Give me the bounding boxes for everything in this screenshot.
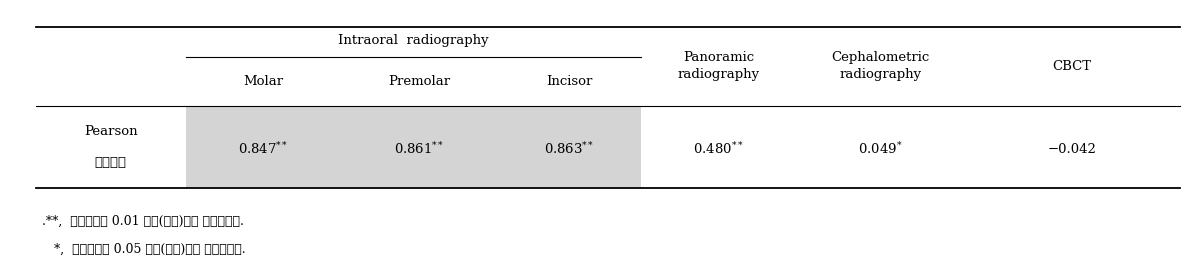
- Text: *,  상관계수는 0.05 수준(양쪽)에서 유의합니다.: *, 상관계수는 0.05 수준(양쪽)에서 유의합니다.: [42, 243, 246, 256]
- Text: Panoramic
radiography: Panoramic radiography: [678, 51, 760, 81]
- Text: −0.042: −0.042: [1048, 143, 1096, 156]
- Text: Molar: Molar: [243, 75, 284, 88]
- Text: 0.847$^{\mathregular{**}}$: 0.847$^{\mathregular{**}}$: [238, 141, 289, 157]
- Text: 0.861$^{\mathregular{**}}$: 0.861$^{\mathregular{**}}$: [394, 141, 444, 157]
- Text: CBCT: CBCT: [1053, 60, 1091, 73]
- Text: 0.863$^{\mathregular{**}}$: 0.863$^{\mathregular{**}}$: [544, 141, 594, 157]
- Text: 0.049$^{\mathregular{*}}$: 0.049$^{\mathregular{*}}$: [858, 141, 903, 157]
- Text: .**,  상관계수는 0.01 수준(양쪽)에서 유의합니다.: .**, 상관계수는 0.01 수준(양쪽)에서 유의합니다.: [42, 214, 244, 227]
- Bar: [186, 106, 641, 188]
- Text: Intraoral  radiography: Intraoral radiography: [338, 34, 489, 47]
- Text: Pearson: Pearson: [84, 125, 138, 138]
- Text: Incisor: Incisor: [546, 75, 592, 88]
- Text: Premolar: Premolar: [388, 75, 450, 88]
- Text: Cephalometric
radiography: Cephalometric radiography: [831, 51, 930, 81]
- Text: 상관계수: 상관계수: [95, 156, 127, 169]
- Text: 0.480$^{\mathregular{**}}$: 0.480$^{\mathregular{**}}$: [694, 141, 744, 157]
